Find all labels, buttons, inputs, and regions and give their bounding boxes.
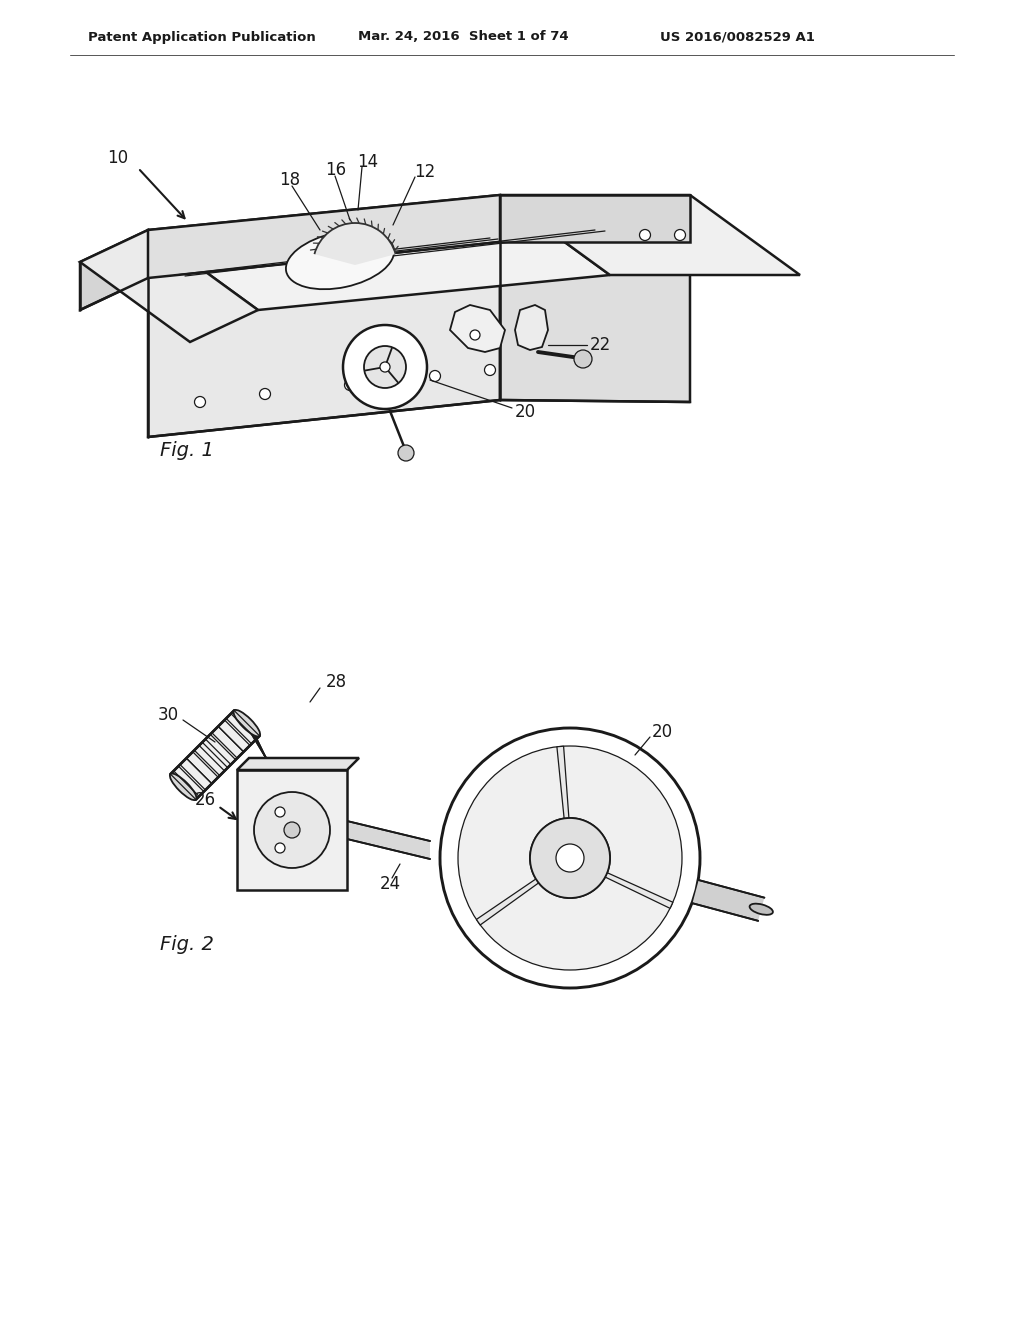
Polygon shape xyxy=(148,242,500,437)
Polygon shape xyxy=(347,821,430,859)
Polygon shape xyxy=(557,746,569,818)
Text: 10: 10 xyxy=(108,149,129,168)
Ellipse shape xyxy=(440,729,700,987)
Circle shape xyxy=(364,346,406,388)
Text: Fig. 1: Fig. 1 xyxy=(160,441,214,459)
Text: Fig. 2: Fig. 2 xyxy=(160,936,214,954)
Polygon shape xyxy=(243,719,295,818)
Polygon shape xyxy=(515,305,548,350)
Polygon shape xyxy=(476,879,539,925)
Polygon shape xyxy=(314,223,395,265)
Text: 14: 14 xyxy=(357,153,379,172)
Ellipse shape xyxy=(170,774,197,800)
Polygon shape xyxy=(148,195,610,310)
Polygon shape xyxy=(450,305,505,352)
Circle shape xyxy=(484,364,496,375)
Ellipse shape xyxy=(750,904,773,915)
Circle shape xyxy=(195,396,206,408)
Polygon shape xyxy=(148,195,500,279)
Ellipse shape xyxy=(458,746,682,970)
Circle shape xyxy=(675,230,685,240)
Text: 30: 30 xyxy=(158,706,178,723)
Text: 24: 24 xyxy=(380,875,400,894)
Text: 28: 28 xyxy=(326,673,346,690)
Circle shape xyxy=(344,380,355,391)
Circle shape xyxy=(275,807,285,817)
Circle shape xyxy=(530,818,610,898)
Text: 12: 12 xyxy=(415,162,435,181)
Circle shape xyxy=(429,371,440,381)
Circle shape xyxy=(470,330,480,341)
Circle shape xyxy=(343,325,427,409)
Polygon shape xyxy=(237,758,359,770)
Circle shape xyxy=(574,350,592,368)
Circle shape xyxy=(284,822,300,838)
Circle shape xyxy=(556,843,584,873)
Circle shape xyxy=(530,818,610,898)
Text: US 2016/0082529 A1: US 2016/0082529 A1 xyxy=(660,30,815,44)
Circle shape xyxy=(259,388,270,400)
Polygon shape xyxy=(500,195,800,275)
Circle shape xyxy=(380,362,390,372)
Text: 26: 26 xyxy=(195,791,216,809)
Circle shape xyxy=(254,792,330,869)
Polygon shape xyxy=(170,710,259,800)
Text: 18: 18 xyxy=(280,172,301,189)
Circle shape xyxy=(275,843,285,853)
Text: 20: 20 xyxy=(651,723,673,741)
Polygon shape xyxy=(80,230,148,310)
Ellipse shape xyxy=(286,231,394,289)
Circle shape xyxy=(556,843,584,873)
Polygon shape xyxy=(605,873,673,908)
Polygon shape xyxy=(80,230,258,342)
Text: 20: 20 xyxy=(514,403,536,421)
Ellipse shape xyxy=(233,710,260,737)
Text: 22: 22 xyxy=(590,337,610,354)
Polygon shape xyxy=(692,880,764,921)
Text: 16: 16 xyxy=(326,161,346,180)
Circle shape xyxy=(640,230,650,240)
Polygon shape xyxy=(500,195,690,242)
Text: Patent Application Publication: Patent Application Publication xyxy=(88,30,315,44)
Circle shape xyxy=(398,445,414,461)
Polygon shape xyxy=(237,770,347,890)
Polygon shape xyxy=(500,242,690,403)
Text: Mar. 24, 2016  Sheet 1 of 74: Mar. 24, 2016 Sheet 1 of 74 xyxy=(358,30,568,44)
